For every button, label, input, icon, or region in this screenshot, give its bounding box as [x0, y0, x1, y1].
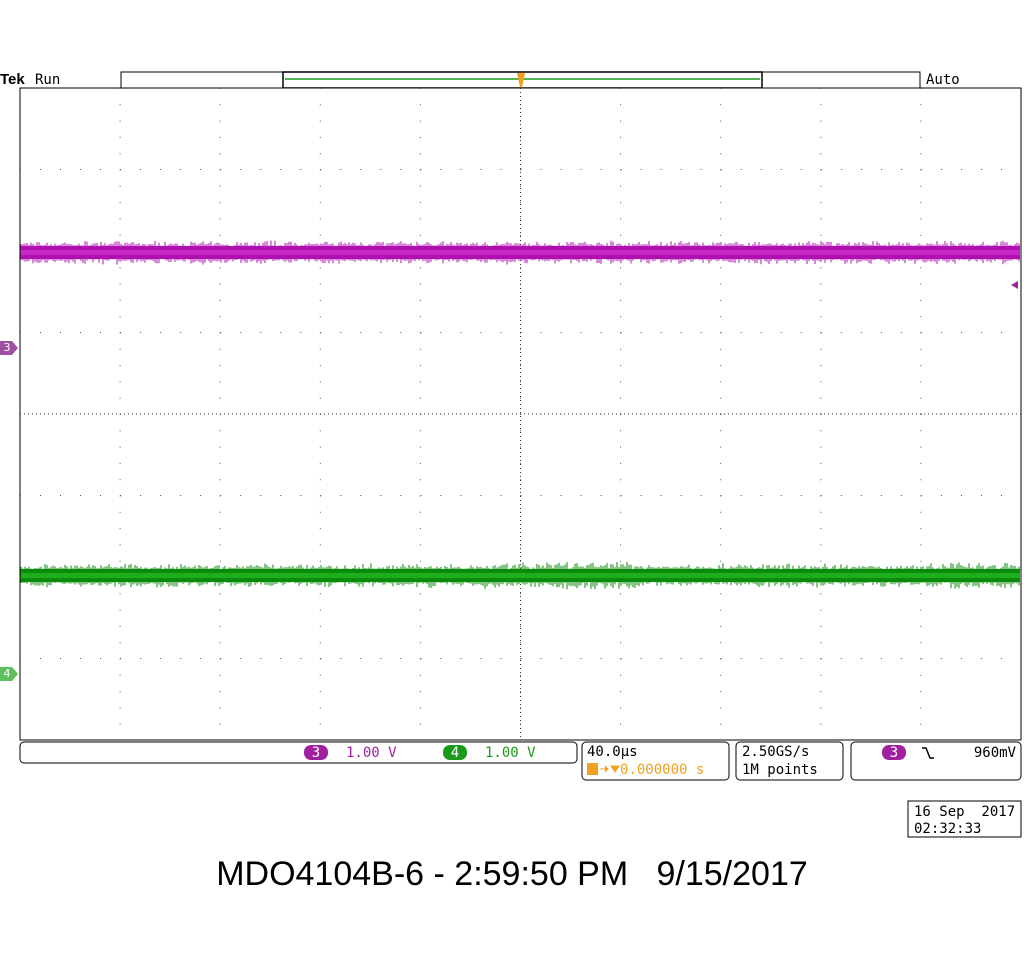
ch3-scale: 1.00 V — [346, 745, 397, 761]
caption: MDO4104B-6 - 2:59:50 PM 9/15/2017 — [216, 855, 808, 893]
traces — [20, 240, 1020, 590]
trace-noise — [20, 240, 1020, 265]
clock-time: 02:32:33 — [914, 821, 981, 837]
ch3-number: 3 — [312, 745, 320, 761]
trigger-source: 3 — [890, 745, 898, 761]
timebase-panel — [581, 741, 730, 781]
slope-icon — [922, 747, 934, 759]
record-length: 1M points — [742, 762, 818, 778]
time-scale: 40.0µs — [587, 744, 638, 760]
trigger-level: 960mV — [974, 745, 1017, 761]
ch4-scale: 1.00 V — [485, 745, 536, 761]
acquisition-panel — [735, 741, 844, 781]
ch3-badge — [304, 745, 328, 760]
clock-panel — [907, 800, 1022, 838]
vertical-panel — [19, 741, 578, 764]
ch4-number: 4 — [451, 745, 459, 761]
sample-rate: 2.50GS/s — [742, 744, 809, 760]
ch4-ground-marker — [0, 667, 18, 681]
trace-noise — [20, 561, 1020, 590]
ch3-marker-label: 3 — [4, 341, 11, 354]
graticule — [19, 87, 1022, 741]
run-state: Run — [35, 72, 60, 88]
ch3-ground-marker — [0, 341, 18, 355]
trigger-pointer — [517, 73, 525, 92]
delay-icon — [600, 765, 620, 773]
trigger-icon — [587, 763, 598, 775]
time-position: 0.000000 s — [620, 762, 704, 778]
brand: Tek — [0, 71, 25, 88]
ch4-marker-label: 4 — [4, 667, 11, 680]
trigger-mode: Auto — [926, 72, 960, 88]
clock-date: 16 Sep 2017 — [914, 804, 1015, 820]
ch4-badge — [443, 745, 467, 760]
trigger-level-marker — [1011, 281, 1018, 289]
trigger-source-badge — [882, 745, 906, 760]
